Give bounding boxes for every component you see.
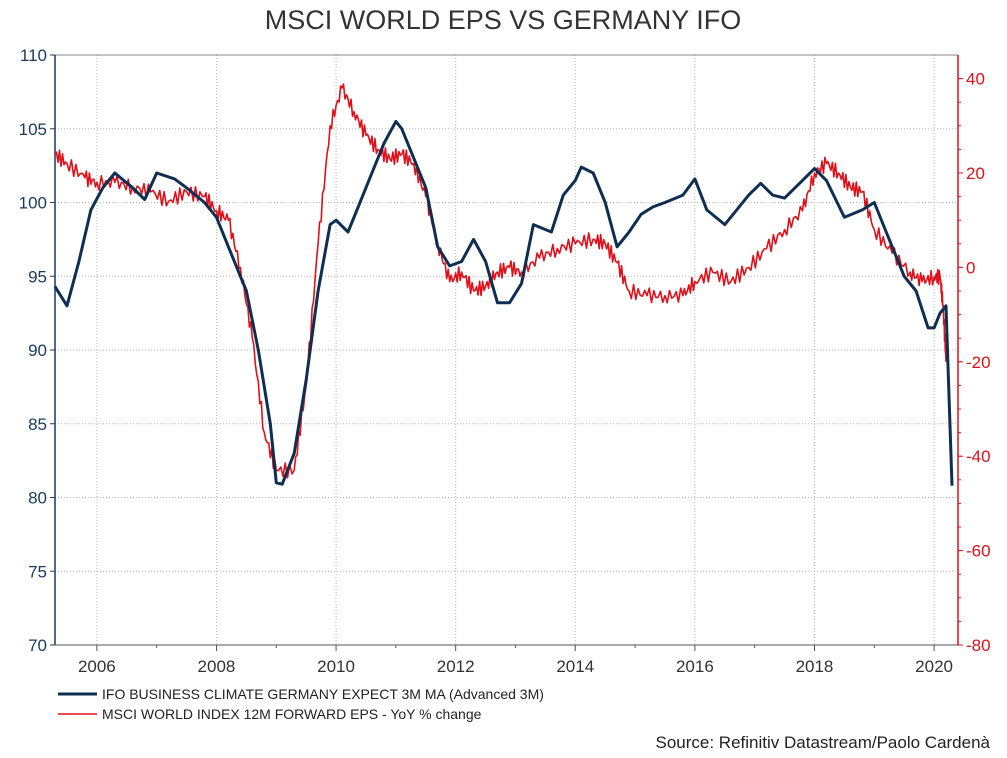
- x-tick-label: 2014: [556, 657, 594, 676]
- x-tick-label: 2006: [78, 657, 116, 676]
- x-tick-label: 2010: [317, 657, 355, 676]
- left-tick-label: 110: [20, 46, 47, 65]
- x-tick-label: 2012: [437, 657, 475, 676]
- left-tick-label: 85: [28, 415, 47, 434]
- right-tick-label: -60: [966, 542, 991, 561]
- right-tick-label: -80: [966, 636, 991, 655]
- x-tick-label: 2018: [796, 657, 834, 676]
- source-note: Source: Refinitiv Datastream/Paolo Carde…: [656, 733, 991, 752]
- right-tick-label: 0: [966, 258, 975, 277]
- left-tick-label: 100: [19, 194, 47, 213]
- legend-label-ifo: IFO BUSINESS CLIMATE GERMANY EXPECT 3M M…: [102, 686, 544, 702]
- left-tick-label: 70: [28, 636, 47, 655]
- right-tick-label: 20: [966, 164, 985, 183]
- left-tick-label: 105: [19, 120, 47, 139]
- chart-title: MSCI WORLD EPS VS GERMANY IFO: [265, 5, 742, 35]
- right-tick-label: 40: [966, 70, 985, 89]
- x-tick-label: 2008: [198, 657, 236, 676]
- left-tick-label: 80: [28, 489, 47, 508]
- legend: IFO BUSINESS CLIMATE GERMANY EXPECT 3M M…: [58, 686, 544, 722]
- left-tick-label: 95: [28, 267, 47, 286]
- x-tick-label: 2016: [676, 657, 714, 676]
- x-tick-label: 2020: [915, 657, 953, 676]
- x-axis: 2006 2008 2010 2012 2014 2016 2018 2020: [78, 645, 953, 676]
- right-axis: -80 -60 -40 -20 0 20 40: [958, 70, 991, 655]
- legend-label-msci: MSCI WORLD INDEX 12M FORWARD EPS - YoY %…: [102, 706, 482, 722]
- right-tick-label: -20: [966, 353, 991, 372]
- series-line-ifo: [53, 119, 954, 486]
- left-tick-label: 75: [28, 562, 47, 581]
- series-line-msci-eps: [54, 83, 947, 479]
- left-axis: 70 75 80 85 90 95 100 105 110: [19, 46, 55, 655]
- grid: [55, 55, 958, 645]
- left-tick-label: 90: [28, 341, 47, 360]
- right-tick-label: -40: [966, 447, 991, 466]
